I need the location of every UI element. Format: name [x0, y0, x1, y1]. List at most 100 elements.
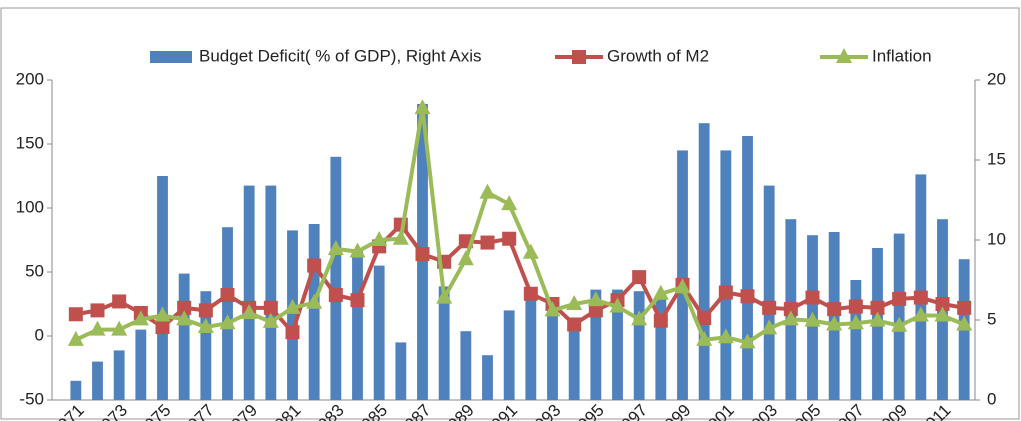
point: [957, 300, 972, 315]
point: [480, 235, 495, 250]
x-tick-label: 2007: [828, 401, 868, 421]
point: [631, 310, 648, 326]
point: [328, 288, 343, 303]
point: [197, 318, 214, 334]
bar: [503, 310, 515, 400]
point: [804, 311, 821, 327]
point: [263, 300, 278, 315]
y2-tick-label: 10: [987, 229, 1006, 248]
point: [522, 243, 539, 259]
legend-item: Growth of M2: [555, 46, 709, 65]
point: [587, 291, 604, 307]
bar: [287, 230, 298, 400]
bar: [113, 350, 125, 400]
point: [502, 231, 517, 246]
point: [717, 328, 734, 344]
point: [783, 302, 798, 317]
point: [566, 295, 583, 310]
point: [892, 291, 907, 306]
bar: [308, 224, 320, 400]
point: [912, 306, 929, 322]
point: [89, 320, 106, 336]
point: [241, 303, 258, 319]
point: [262, 312, 279, 328]
x-tick-label: 2005: [784, 401, 824, 421]
point: [913, 290, 928, 305]
point: [436, 288, 453, 304]
y2-tick-label: 0: [987, 389, 996, 408]
bar: [135, 329, 147, 400]
y-tick-label: 50: [25, 261, 44, 280]
y-tick-label: 0: [35, 325, 44, 344]
bar: [70, 380, 82, 400]
bar: [438, 286, 450, 400]
y-tick-label: -50: [19, 389, 44, 408]
point: [870, 300, 885, 315]
legend-label: Growth of M2: [607, 46, 709, 65]
bar: [200, 291, 212, 400]
point: [67, 330, 84, 346]
x-tick-label: 1975: [134, 401, 174, 421]
x-tick-label: 1979: [221, 401, 261, 421]
legend-swatch: [150, 51, 192, 63]
point: [696, 330, 713, 346]
point: [523, 286, 538, 301]
point: [934, 306, 951, 322]
legend-marker: [572, 50, 586, 64]
bar: [243, 185, 255, 400]
point: [501, 195, 518, 211]
point: [371, 231, 388, 246]
bar: [698, 123, 710, 400]
bar: [677, 150, 688, 400]
point: [415, 247, 430, 262]
point: [653, 313, 668, 328]
legend-item: Budget Deficit( % of GDP), Right Axis: [150, 46, 482, 65]
point: [285, 325, 300, 340]
bar: [633, 291, 645, 400]
point: [848, 299, 863, 314]
point: [588, 303, 603, 318]
point: [111, 320, 128, 336]
point: [307, 258, 322, 273]
x-tick-label: 1973: [91, 401, 131, 421]
bar: [92, 361, 103, 400]
point: [220, 288, 235, 303]
bar: [742, 136, 753, 400]
y-tick-label: 200: [16, 69, 44, 88]
bar: [395, 342, 407, 400]
x-tick-label: 1997: [611, 401, 651, 421]
bar: [460, 331, 472, 400]
y2-tick-label: 15: [987, 149, 1006, 168]
x-tick-label: 1989: [438, 401, 478, 421]
bar: [178, 273, 190, 400]
x-tick-label: 1999: [654, 401, 694, 421]
point: [198, 303, 213, 318]
bar: [352, 249, 363, 400]
legend-marker: [836, 48, 852, 63]
point: [479, 183, 496, 199]
point: [762, 300, 777, 315]
point: [652, 284, 669, 300]
y-tick-label: 150: [16, 133, 44, 152]
point: [284, 298, 301, 314]
x-tick-label: 2003: [741, 401, 781, 421]
point: [674, 278, 691, 294]
legend-label: Budget Deficit( % of GDP), Right Axis: [199, 46, 482, 65]
y2-tick-label: 5: [987, 309, 996, 328]
point: [155, 320, 170, 335]
x-tick-label: 1993: [524, 401, 564, 421]
frame: [0, 7, 1020, 420]
point: [805, 290, 820, 305]
x-tick-label: 1991: [481, 401, 521, 421]
point: [847, 314, 864, 330]
bar: [373, 265, 385, 400]
bar: [590, 289, 602, 400]
point: [349, 242, 366, 258]
bar: [525, 289, 537, 400]
point: [154, 306, 171, 322]
x-tick-label: 1987: [394, 401, 434, 421]
bar: [655, 297, 667, 400]
point: [176, 310, 193, 326]
point: [112, 294, 127, 309]
point: [90, 303, 105, 318]
